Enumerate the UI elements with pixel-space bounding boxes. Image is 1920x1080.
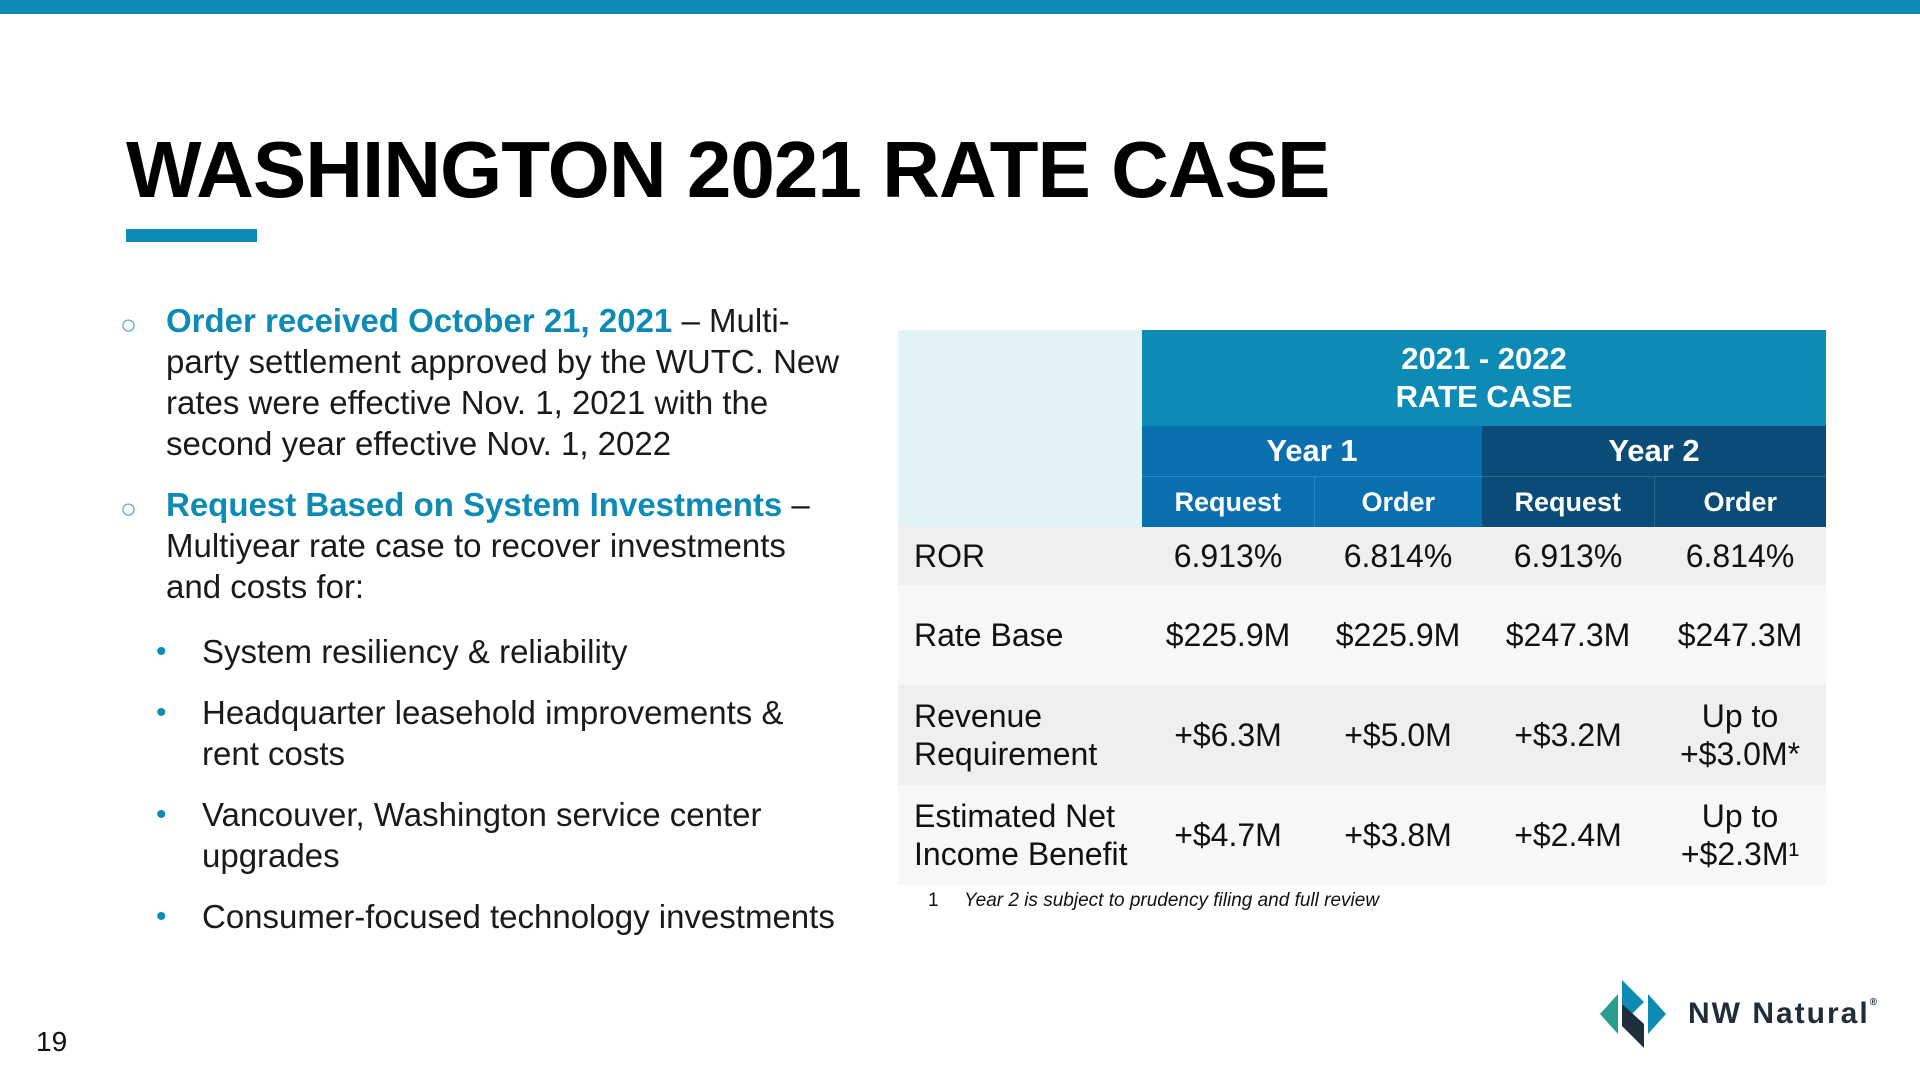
subheader-year2-order: Order xyxy=(1653,476,1827,527)
cell-line2: +$3.0M* xyxy=(1679,736,1801,772)
bullet-text: – Multiyear rate case to recover investm… xyxy=(166,486,810,605)
subheader-year1-order: Order xyxy=(1313,476,1482,527)
row-label: ROR xyxy=(898,527,1142,585)
row-label-line1: Estimated Net xyxy=(914,798,1115,834)
cell-line1: Up to xyxy=(1701,698,1779,734)
dot-bullet-icon: • xyxy=(156,798,167,831)
row-label-text: ROR xyxy=(914,538,986,574)
header-year-1: Year 1 xyxy=(1142,426,1482,477)
subheader-year2-request: Request xyxy=(1482,476,1654,527)
table-row-rate-base: Rate Base $225.9M $225.9M $247.3M $247.3… xyxy=(898,585,1827,685)
registered-mark: ® xyxy=(1869,997,1880,1008)
table-main-header: 2021 - 2022 RATE CASE xyxy=(1142,330,1827,426)
table-cell: 6.814% xyxy=(1654,527,1827,585)
sub-bullet-item: • Consumer-focused technology investment… xyxy=(120,896,840,937)
row-label-line1: Revenue xyxy=(914,698,1043,734)
page-number: 19 xyxy=(36,1026,68,1057)
sub-bullet-text: System resiliency & reliability xyxy=(202,633,628,670)
bullet-request-based: ○ Request Based on System Investments – … xyxy=(120,484,840,607)
sub-bullet-item: • System resiliency & reliability xyxy=(120,631,840,672)
header-rate-case: RATE CASE xyxy=(1395,379,1573,414)
table-cell: 6.913% xyxy=(1142,527,1314,585)
table-cell: +$4.7M xyxy=(1142,785,1314,885)
sub-bullet-text: Headquarter leasehold improvements & ren… xyxy=(202,694,784,772)
row-label-line2: Income Benefit xyxy=(914,836,1128,872)
row-label: Estimated Net Income Benefit xyxy=(898,785,1142,885)
table-row-revenue-requirement: Revenue Requirement +$6.3M +$5.0M +$3.2M… xyxy=(898,685,1827,785)
top-accent-bar xyxy=(0,0,1920,14)
bullet-list: ○ Order received October 21, 2021 – Mult… xyxy=(120,300,840,957)
rate-case-table: 2021 - 2022 RATE CASE Year 1 Year 2 Requ… xyxy=(898,330,1827,885)
row-label-text: Rate Base xyxy=(914,617,1064,653)
table-row-ror: ROR 6.913% 6.814% 6.913% 6.814% xyxy=(898,527,1827,585)
table-cell: +$3.2M xyxy=(1482,685,1654,785)
row-label: Rate Base xyxy=(898,585,1142,685)
table-cell: +$5.0M xyxy=(1314,685,1482,785)
table-footnote: 1 Year 2 is subject to prudency filing an… xyxy=(928,890,1379,912)
table-cell: 6.913% xyxy=(1482,527,1654,585)
footnote-number: 1 xyxy=(928,890,939,911)
row-label: Revenue Requirement xyxy=(898,685,1142,785)
table-cell: +$2.4M xyxy=(1482,785,1654,885)
footnote-text: Year 2 is subject to prudency filing and… xyxy=(964,890,1380,911)
table-cell: $225.9M xyxy=(1142,585,1314,685)
dot-bullet-icon: • xyxy=(156,696,167,729)
bullet-lead: Order received October 21, 2021 xyxy=(166,302,673,339)
sub-bullet-item: • Headquarter leasehold improvements & r… xyxy=(120,692,840,774)
row-label-line2: Requirement xyxy=(914,736,1098,772)
table-cell: 6.814% xyxy=(1314,527,1482,585)
circle-bullet-icon: ○ xyxy=(120,493,137,524)
sub-bullet-list: • System resiliency & reliability • Head… xyxy=(120,631,840,937)
slide-title: WASHINGTON 2021 RATE CASE xyxy=(126,125,1330,214)
sub-bullet-text: Consumer-focused technology investments xyxy=(202,898,835,935)
table-cell: $247.3M xyxy=(1482,585,1654,685)
cell-line1: Up to xyxy=(1701,798,1779,834)
header-years: 2021 - 2022 xyxy=(1401,341,1567,376)
sub-bullet-item: • Vancouver, Washington service center u… xyxy=(120,794,840,876)
table-cell: +$3.8M xyxy=(1314,785,1482,885)
dot-bullet-icon: • xyxy=(156,635,167,668)
logo-name: NW Natural xyxy=(1688,997,1870,1030)
table-row-net-income-benefit: Estimated Net Income Benefit +$4.7M +$3.… xyxy=(898,785,1827,885)
table-cell: Up to +$3.0M* xyxy=(1654,685,1827,785)
subheader-year1-request: Request xyxy=(1142,476,1314,527)
nw-natural-logo-icon xyxy=(1600,980,1666,1048)
table-cell: Up to +$2.3M¹ xyxy=(1654,785,1827,885)
header-year-2: Year 2 xyxy=(1482,426,1827,477)
table-cell: $225.9M xyxy=(1314,585,1482,685)
bullet-order-received: ○ Order received October 21, 2021 – Mult… xyxy=(120,300,840,464)
bullet-text: – Multi-party settlement approved by the… xyxy=(166,302,840,462)
logo-wordmark: NW Natural® xyxy=(1688,997,1879,1031)
dot-bullet-icon: • xyxy=(156,900,167,933)
sub-bullet-text: Vancouver, Washington service center upg… xyxy=(202,796,762,874)
bullet-lead: Request Based on System Investments xyxy=(166,486,783,523)
company-logo: NW Natural® xyxy=(1600,980,1879,1048)
circle-bullet-icon: ○ xyxy=(120,309,137,340)
table-corner xyxy=(898,330,1142,527)
table-cell: $247.3M xyxy=(1654,585,1827,685)
table-cell: +$6.3M xyxy=(1142,685,1314,785)
title-underline xyxy=(126,229,257,242)
cell-line2: +$2.3M¹ xyxy=(1680,836,1800,872)
